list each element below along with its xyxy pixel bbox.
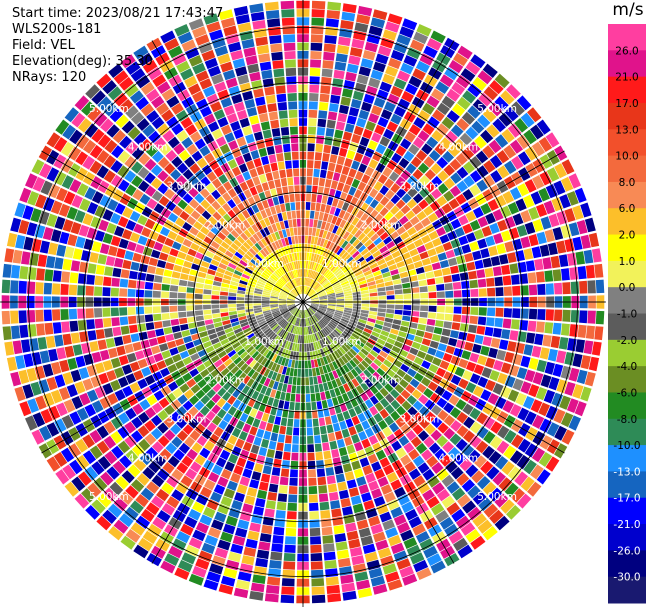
colorbar-swatch (608, 366, 646, 393)
colorbar-swatch (608, 339, 646, 367)
colorbar-tick-label: 0.0 (619, 282, 636, 294)
azimuth-spoke (302, 40, 455, 303)
range-ring-label: 5.00km (89, 491, 129, 503)
ppi-gates (1, 0, 605, 604)
range-ring-label: 4.00km (438, 452, 478, 464)
range-ring-label: 3.00km (167, 181, 207, 193)
azimuth-spoke (302, 150, 565, 303)
colorbar-tick-label: 21.0 (615, 72, 638, 84)
ppi-plot: 1.00km 1.00km 1.00km 1.00km 2.00km 2.00km 2.00… (0, 0, 606, 607)
range-ring-label: 1.00km (244, 336, 284, 348)
colorbar-swatch (608, 392, 646, 420)
colorbar-tick-label: 10.0 (615, 151, 638, 163)
range-ring-label: 4.00km (128, 452, 168, 464)
colorbar-tick-label: -21.0 (613, 519, 640, 531)
range-ring-label: 3.00km (400, 414, 440, 426)
range-ring-label: 4.00km (128, 142, 168, 154)
colorbar-swatch (608, 155, 646, 183)
colorbar-tick-label: -6.0 (617, 387, 638, 399)
colorbar-tick-label: -30.0 (613, 572, 640, 584)
elevation-label: Elevation(deg): 35.30 (12, 54, 153, 69)
colorbar-tick-label: 2.0 (619, 230, 636, 242)
colorbar-tick-label: -13.0 (613, 466, 640, 478)
range-ring-label: 2.00km (361, 219, 401, 231)
colorbar-swatch (608, 260, 646, 288)
azimuth-spoke (41, 150, 304, 303)
range-ring-label: 3.00km (400, 181, 440, 193)
colorbar-tick-label: 6.0 (619, 203, 636, 215)
colorbar-tick-label: -26.0 (613, 545, 640, 557)
colorbar-unit: m/s (612, 0, 644, 20)
colorbar-swatch (608, 234, 646, 262)
colorbar-tick-label: -4.0 (617, 361, 638, 373)
azimuth-spoke (302, 301, 565, 454)
range-ring-label: 5.00km (477, 103, 517, 115)
colorbar-swatch (608, 76, 646, 104)
azimuth-spoke (151, 301, 304, 564)
range-ring-label: 4.00km (438, 142, 478, 154)
field-label: Field: VEL (12, 38, 75, 53)
colorbar-swatch (608, 102, 646, 130)
range-ring-label: 2.00km (205, 219, 245, 231)
range-ring-label: 2.00km (205, 375, 245, 387)
colorbar-tick-label: -17.0 (613, 493, 640, 505)
range-ring-label: 2.00km (361, 375, 401, 387)
colorbar-swatch (608, 497, 646, 525)
colorbar-tick-label: -1.0 (617, 309, 638, 321)
azimuth-spoke (41, 301, 304, 454)
colorbar: 26.0 21.0 17.0 13.0 10.0 8.0 6.0 2.0 1.0 0.0 -1.0 -… (608, 24, 646, 604)
azimuth-spoke (151, 40, 304, 303)
colorbar-swatch (608, 287, 646, 314)
azimuth-spoke (302, 301, 455, 564)
colorbar-tick-label: 1.0 (619, 256, 636, 268)
colorbar-tick-label: 13.0 (615, 124, 638, 136)
colorbar-tick-label: -10.0 (613, 440, 640, 452)
colorbar-swatch (608, 50, 646, 78)
colorbar-swatch (608, 208, 646, 236)
colorbar-swatch (608, 524, 646, 551)
range-ring-label: 1.00km (322, 336, 362, 348)
colorbar-swatch (608, 24, 646, 51)
range-ring-label: 1.00km (244, 258, 284, 270)
colorbar-tick-label: 17.0 (615, 98, 638, 110)
colorbar-swatch (608, 445, 646, 472)
range-ring-label: 5.00km (477, 491, 517, 503)
start-time-label: Start time: 2023/08/21 17:43:47 (12, 6, 224, 21)
colorbar-swatch (608, 576, 646, 604)
colorbar-swatch (608, 129, 646, 157)
colorbar-tick-label: -2.0 (617, 335, 638, 347)
range-ring-label: 3.00km (167, 414, 207, 426)
instrument-label: WLS200s-181 (12, 22, 102, 37)
range-ring-label: 1.00km (322, 258, 362, 270)
colorbar-swatch (608, 418, 646, 446)
colorbar-swatch (608, 471, 646, 499)
colorbar-tick-label: 26.0 (615, 45, 638, 57)
colorbar-tick-label: 8.0 (619, 177, 636, 189)
colorbar-swatch (608, 181, 646, 209)
colorbar-swatch (608, 550, 646, 578)
colorbar-swatch (608, 313, 646, 341)
colorbar-tick-label: -8.0 (617, 414, 638, 426)
range-ring-label: 5.00km (89, 103, 129, 115)
nrays-label: NRays: 120 (12, 70, 87, 85)
